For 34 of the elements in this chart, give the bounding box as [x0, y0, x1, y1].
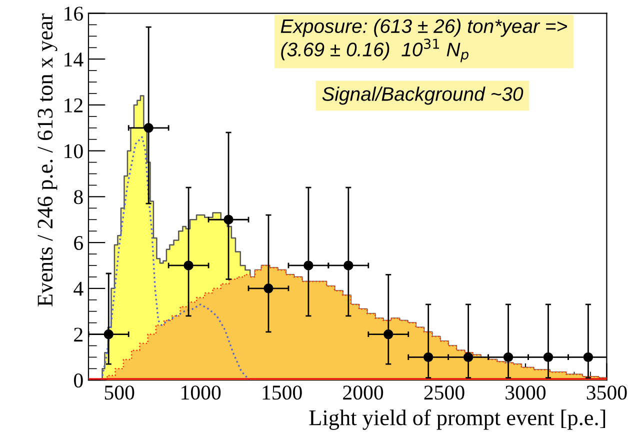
y-tick-label: 0	[74, 373, 83, 388]
point	[384, 329, 394, 340]
point	[144, 123, 154, 133]
point	[503, 352, 514, 362]
annotation: Signal/Background ~30	[322, 86, 524, 105]
point	[423, 352, 434, 362]
y-tick-label: 12	[64, 98, 82, 112]
point	[104, 329, 114, 340]
y-tick-label: 6	[74, 236, 83, 250]
annotation: Exposure: (613 ± 26) ton*year => (3.69 ± 0.16) 10$^{31}$ N$_{p}$	[280, 18, 567, 62]
x-tick-label: 1500	[262, 386, 302, 400]
y-tick-label: 10	[64, 144, 83, 158]
x-tick-label: 3000	[506, 386, 546, 400]
point	[184, 260, 194, 270]
x-tick-label: 2000	[343, 386, 384, 400]
x-tick-label: 2500	[424, 386, 464, 400]
y-tick-label: 4	[74, 282, 84, 296]
y-tick-label: 8	[74, 190, 83, 204]
line-series	[100, 136, 250, 380]
point	[264, 284, 274, 294]
point	[224, 214, 234, 224]
point	[543, 352, 554, 362]
x-tick-label: 500	[104, 386, 134, 400]
x-tick-label: 3500	[586, 386, 627, 400]
point	[583, 352, 594, 362]
point	[344, 260, 354, 270]
y-axis-title: Events / 246 p.e. / 613 ton x year	[38, 13, 58, 306]
x-tick-label: 1000	[182, 386, 221, 400]
y-tick-label: 16	[64, 6, 83, 21]
y-tick-label: 14	[64, 52, 84, 66]
point	[463, 352, 474, 362]
y-tick-label: 2	[74, 328, 82, 342]
point	[304, 260, 314, 270]
x-axis-title: Light yield of prompt event [p.e.]	[309, 409, 606, 430]
